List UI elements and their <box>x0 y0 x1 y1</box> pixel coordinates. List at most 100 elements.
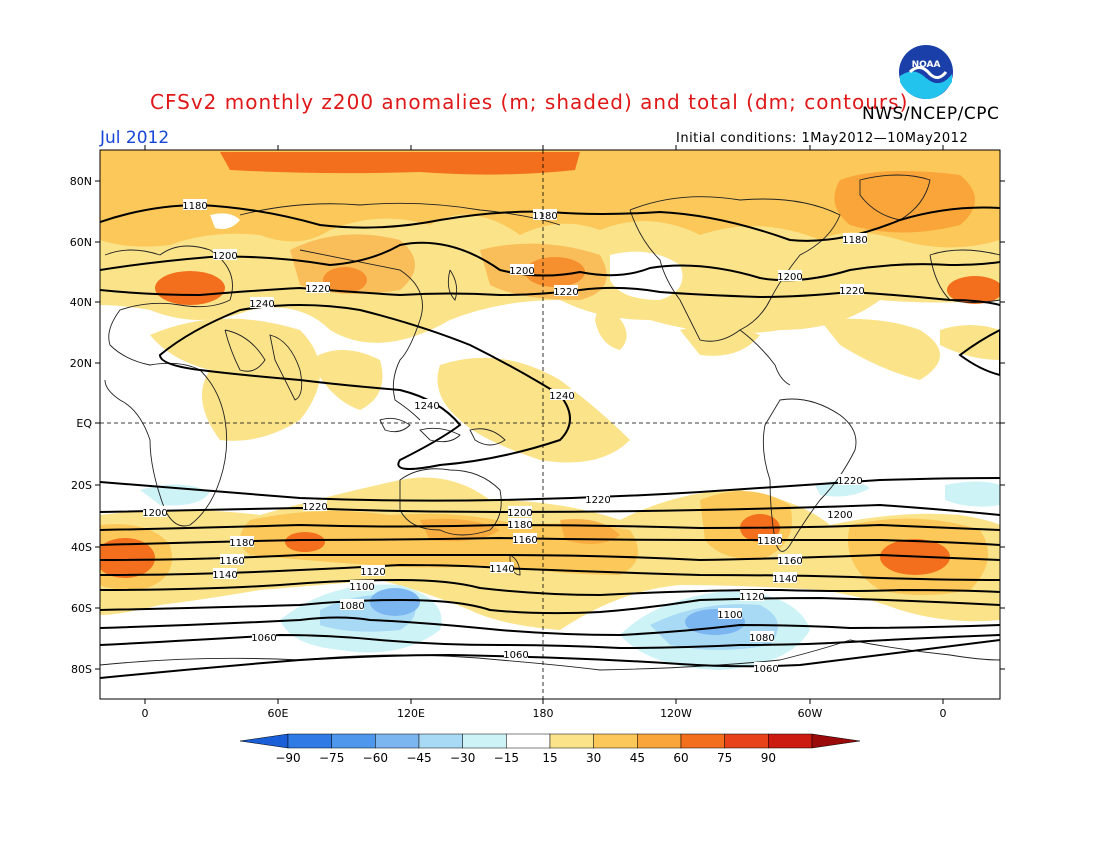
colorbar-label: −15 <box>494 751 519 765</box>
colorbar-max-arrow <box>811 733 861 749</box>
contour-label-bg <box>586 493 610 504</box>
contour-label: 1120 <box>739 592 764 603</box>
contour-label: 1220 <box>839 286 864 297</box>
anomaly-shading <box>100 150 1000 670</box>
contour-label: 1180 <box>757 536 782 547</box>
colorbar-segment <box>506 733 551 749</box>
contour-label: 1240 <box>549 391 574 402</box>
colorbar-label: −30 <box>450 751 475 765</box>
contour-label: 1160 <box>219 556 244 567</box>
contour-label: 1080 <box>339 601 364 612</box>
contour-label: 1080 <box>749 633 774 644</box>
contour-label: 1220 <box>553 287 578 298</box>
colorbar-segment <box>418 733 463 749</box>
contour-label-bg <box>303 500 327 511</box>
lat-tick-label: 80S <box>71 663 92 676</box>
longitude-axis: 0 60E 120E 180 120W 60W 0 <box>142 145 947 720</box>
contour-label: 1140 <box>489 564 514 575</box>
contour-label-bg <box>778 270 802 281</box>
contour-label: 1060 <box>753 664 778 675</box>
colorbar-segment <box>768 733 813 749</box>
contour-label: 1180 <box>182 201 207 212</box>
contour-label-bg <box>252 631 276 642</box>
contour-label-bg <box>143 506 167 517</box>
contour-label: 1220 <box>837 476 862 487</box>
svg-text:NOAA: NOAA <box>912 60 941 70</box>
colorbar-label: 75 <box>717 751 732 765</box>
contour-label: 1180 <box>229 538 254 549</box>
colorbar-label: −90 <box>275 751 300 765</box>
contour-label-bg <box>340 599 364 610</box>
colorbar-segment <box>637 733 682 749</box>
lat-tick-label: 20N <box>70 357 92 370</box>
lon-tick-label: 120E <box>397 707 425 720</box>
lon-tick-label: 60E <box>268 707 289 720</box>
colorbar-segment <box>680 733 725 749</box>
contour-label-bg <box>350 580 374 591</box>
colorbar-label: 45 <box>630 751 645 765</box>
contour-label: 1140 <box>772 574 797 585</box>
contour-label: 1100 <box>349 582 374 593</box>
contour-label-bg <box>758 534 782 545</box>
colorbar-label: −60 <box>363 751 388 765</box>
contour-label: 1140 <box>212 570 237 581</box>
contour-label-bg <box>183 199 207 210</box>
contour-label-bg <box>750 631 774 642</box>
contour-label-bg <box>843 233 867 244</box>
contour-label: 1200 <box>212 251 237 262</box>
contour-label-bg <box>415 399 439 410</box>
contour-label-bg <box>513 533 537 544</box>
colorbar: −90 −75 −60 −45 −30 −15 15 30 45 60 75 90 <box>239 733 861 765</box>
contour-label-bg <box>230 536 254 547</box>
contour-label: 1220 <box>302 502 327 513</box>
height-contours <box>100 203 1000 679</box>
contour-label: 1200 <box>827 510 852 521</box>
noaa-logo: NOAA <box>897 43 955 101</box>
colorbar-min-arrow <box>239 733 289 749</box>
contour-label: 1240 <box>249 299 274 310</box>
contour-label: 1060 <box>503 650 528 661</box>
contour-label-bg <box>220 554 244 565</box>
lat-tick-label: 60S <box>71 602 92 615</box>
colorbar-label: −45 <box>406 751 431 765</box>
contour-label-bg <box>361 565 385 576</box>
map-title: CFSv2 monthly z200 anomalies (m; shaded)… <box>150 90 909 114</box>
colorbar-segment <box>593 733 638 749</box>
colorbar-segment <box>549 733 594 749</box>
contour-label: 1160 <box>512 535 537 546</box>
colorbar-segment <box>375 733 420 749</box>
contour-label-bg <box>508 518 532 529</box>
contour-label: 1200 <box>142 508 167 519</box>
lat-tick-label: 40S <box>71 541 92 554</box>
contour-label-bg <box>754 662 778 673</box>
contour-label-bg <box>510 264 534 275</box>
contour-label-bg <box>840 284 864 295</box>
contour-label-bg <box>778 554 802 565</box>
initial-conditions: Initial conditions: 1May2012—10May2012 <box>676 131 969 146</box>
colorbar-label: −75 <box>319 751 344 765</box>
contour-label-bg <box>508 506 532 517</box>
lat-tick-label: 60N <box>70 236 92 249</box>
contour-label-bg <box>213 568 237 579</box>
contour-label: 1100 <box>717 610 742 621</box>
contour-label: 1180 <box>507 520 532 531</box>
contour-label: 1220 <box>585 495 610 506</box>
lat-tick-label: 20S <box>71 479 92 492</box>
forecast-month: Jul 2012 <box>100 128 170 148</box>
contour-label: 1180 <box>532 211 557 222</box>
contour-label: 1180 <box>842 235 867 246</box>
colorbar-segment <box>724 733 769 749</box>
colorbar-segment <box>287 733 332 749</box>
lat-tick-label: EQ <box>76 417 92 430</box>
agency-label: NWS/NCEP/CPC <box>862 104 1000 124</box>
contour-label-bg <box>213 249 237 260</box>
contour-label: 1200 <box>509 266 534 277</box>
lon-tick-label: 60W <box>798 707 823 720</box>
contour-label-bg <box>718 608 742 619</box>
colorbar-label: 60 <box>673 751 688 765</box>
contour-label: 1160 <box>777 556 802 567</box>
contour-label-bg <box>828 508 852 519</box>
contour-label: 1200 <box>507 508 532 519</box>
